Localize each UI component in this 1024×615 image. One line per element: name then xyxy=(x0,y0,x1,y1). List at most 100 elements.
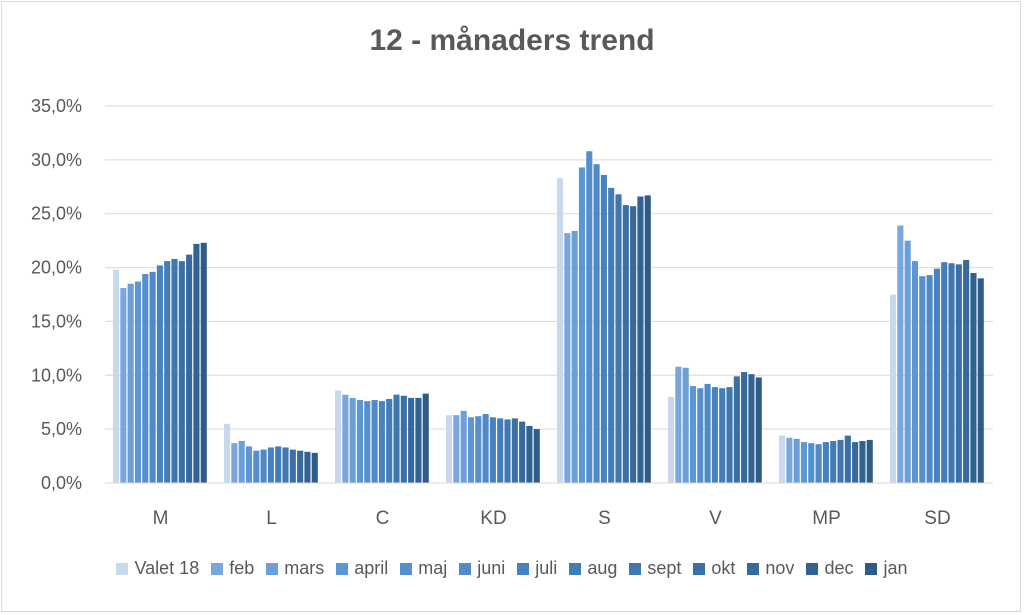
bar-SD-juni xyxy=(926,275,933,483)
legend-label: juli xyxy=(535,558,558,578)
bar-C-sept xyxy=(393,394,400,483)
bar-S-nov xyxy=(630,206,637,484)
bar-C-okt xyxy=(400,395,407,483)
bar-SD-maj xyxy=(919,276,926,483)
bar-V-jan xyxy=(755,377,762,483)
bar-S-aug xyxy=(608,187,615,484)
legend-label: dec xyxy=(824,558,854,578)
bar-KD-aug xyxy=(497,418,504,483)
legend-item: april xyxy=(336,558,388,579)
bar-M-dec xyxy=(193,243,200,483)
legend-swatch xyxy=(569,562,582,575)
bar-KD-okt xyxy=(511,418,518,483)
legend-swatch xyxy=(629,562,642,575)
bar-KD-dec xyxy=(526,425,533,483)
x-category-label: SD xyxy=(924,508,950,529)
bar-M-aug xyxy=(164,261,171,483)
x-category-label: M xyxy=(153,508,169,529)
x-category-label: V xyxy=(709,508,722,529)
bar-MP-aug xyxy=(830,440,837,483)
bar-KD-jan xyxy=(533,429,540,483)
legend-label: okt xyxy=(711,558,736,578)
bar-V-okt xyxy=(733,376,740,483)
legend-swatch xyxy=(747,562,760,575)
bar-M-mars xyxy=(127,283,134,483)
legend-swatch xyxy=(211,562,224,575)
chart-title: 12 - månaders trend xyxy=(369,24,655,57)
bar-C-Valet-18 xyxy=(335,390,342,483)
y-tick-label: 30,0% xyxy=(31,150,82,170)
bar-M-jan xyxy=(200,242,207,483)
legend-item: nov xyxy=(747,558,794,579)
bar-MP-Valet-18 xyxy=(779,435,786,483)
bar-MP-juni xyxy=(815,444,822,483)
bar-KD-nov xyxy=(519,421,526,483)
bar-M-okt xyxy=(178,261,185,483)
bar-V-juli xyxy=(711,387,718,483)
bar-S-mars xyxy=(571,230,578,483)
bar-L-feb xyxy=(231,443,238,483)
bar-SD-Valet-18 xyxy=(890,294,897,483)
x-category-label: S xyxy=(598,508,611,529)
y-tick-label: 20,0% xyxy=(31,258,82,278)
bar-C-feb xyxy=(342,394,349,483)
bar-S-okt xyxy=(622,205,629,483)
bar-S-jan xyxy=(644,195,651,483)
bar-KD-april xyxy=(467,417,475,483)
bars xyxy=(105,151,993,484)
legend-item: jan xyxy=(865,558,908,579)
legend-item: dec xyxy=(806,558,853,579)
legend-swatch xyxy=(459,562,472,575)
y-tick-label: 0,0% xyxy=(41,473,82,493)
bar-L-sept xyxy=(282,447,289,483)
legend-label: aug xyxy=(587,558,618,578)
legend-swatch xyxy=(693,562,706,575)
bar-L-aug xyxy=(275,446,282,483)
bar-SD-aug xyxy=(941,262,948,483)
bar-M-maj xyxy=(142,274,149,483)
y-tick-label: 5,0% xyxy=(41,419,82,439)
legend-item: Valet 18 xyxy=(116,558,199,579)
legend-item: mars xyxy=(266,558,324,579)
bar-V-sept xyxy=(726,387,733,483)
bar-S-Valet-18 xyxy=(557,178,564,484)
bar-V-feb xyxy=(675,366,682,483)
bar-KD-feb xyxy=(453,415,460,483)
bar-V-aug xyxy=(719,388,726,483)
legend-swatch xyxy=(865,562,878,575)
x-category-label: L xyxy=(266,508,277,529)
legend-item: juli xyxy=(517,558,557,579)
bar-V-juni xyxy=(704,383,711,483)
bar-S-juni xyxy=(593,164,600,484)
bar-SD-sept xyxy=(948,263,955,483)
gridlines xyxy=(105,105,993,484)
legend-swatch xyxy=(400,562,413,575)
legend-label: april xyxy=(354,558,389,578)
bar-C-juni xyxy=(371,400,378,483)
bar-L-nov xyxy=(297,450,304,483)
y-tick-label: 15,0% xyxy=(31,311,82,331)
bar-V-dec xyxy=(748,374,755,483)
bar-C-april xyxy=(356,400,364,483)
legend-item: feb xyxy=(211,558,254,579)
legend-item: aug xyxy=(569,558,617,579)
legend-label: sept xyxy=(647,558,682,578)
bar-L-jan xyxy=(311,452,318,483)
bar-MP-jan xyxy=(866,439,873,483)
legend-label: nov xyxy=(765,558,795,578)
bar-MP-nov xyxy=(852,442,859,483)
bar-V-maj xyxy=(697,388,704,483)
bar-SD-okt xyxy=(955,264,962,483)
legend-label: mars xyxy=(284,558,325,578)
bar-SD-april xyxy=(911,261,919,483)
bar-S-april xyxy=(578,167,586,483)
bar-KD-juli xyxy=(489,417,496,483)
y-tick-label: 35,0% xyxy=(31,96,82,116)
bar-SD-mars xyxy=(904,240,911,483)
bar-MP-maj xyxy=(808,443,815,483)
legend-label: feb xyxy=(229,558,255,578)
bar-SD-jan xyxy=(977,278,984,483)
bar-S-feb xyxy=(564,233,571,483)
